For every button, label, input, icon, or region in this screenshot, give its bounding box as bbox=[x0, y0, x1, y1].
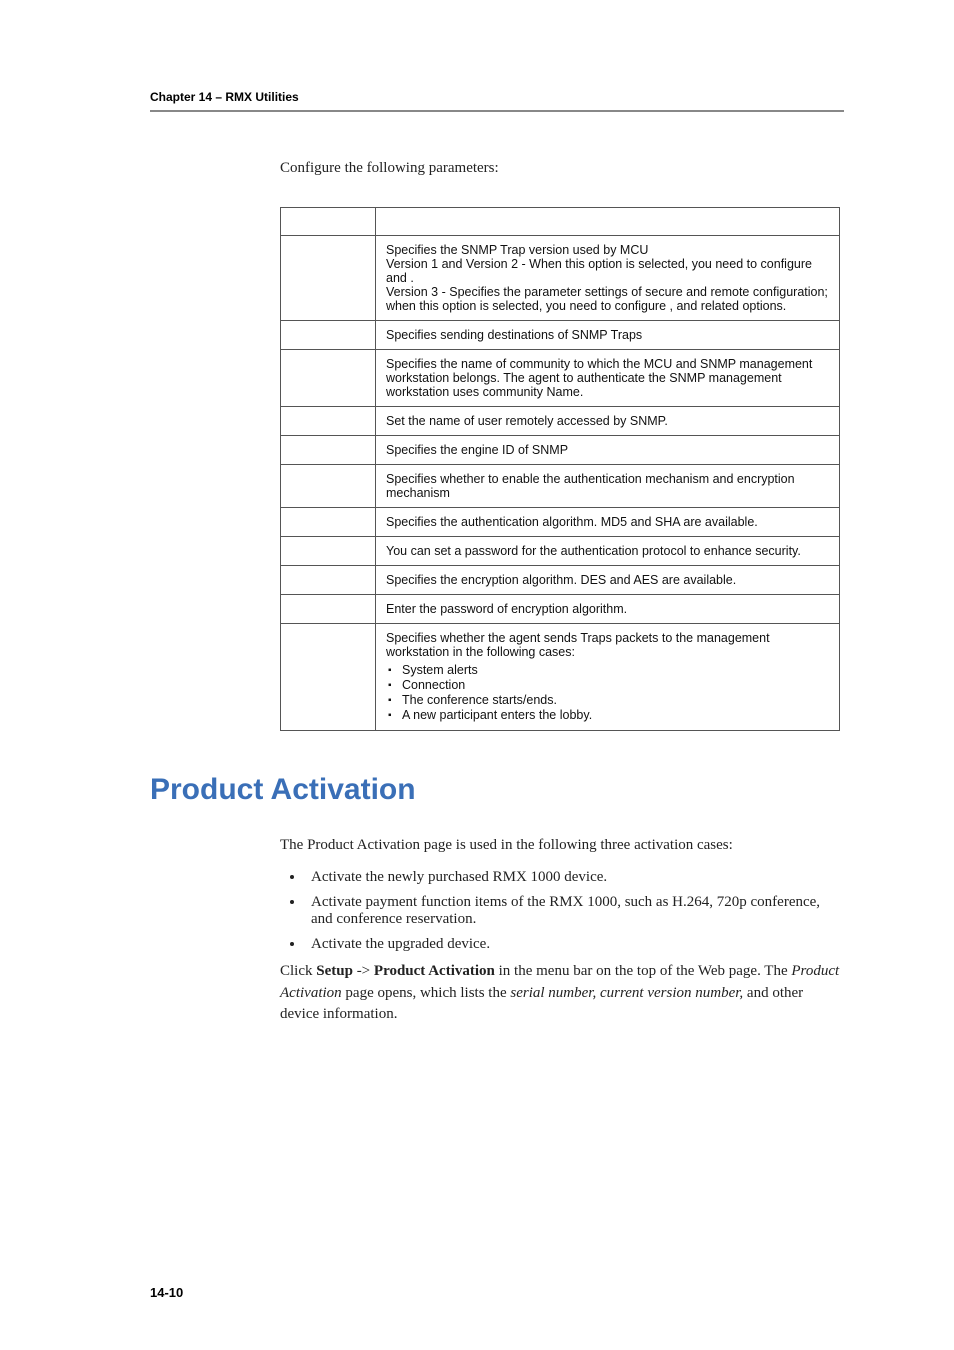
intro-text: Configure the following parameters: bbox=[280, 160, 844, 177]
table-cell-desc: Set the name of user remotely accessed b… bbox=[376, 407, 840, 436]
top-rule bbox=[150, 110, 844, 112]
section-heading: Product Activation bbox=[150, 773, 844, 807]
config-table: Specifies the SNMP Trap version used by … bbox=[280, 207, 840, 731]
list-item: Activate the upgraded device. bbox=[305, 936, 844, 953]
table-cell-desc: Enter the password of encryption algorit… bbox=[376, 595, 840, 624]
table-header-desc bbox=[376, 208, 840, 236]
table-header-row bbox=[281, 208, 840, 236]
table-row: Specifies whether to enable the authenti… bbox=[281, 465, 840, 508]
activation-instructions: Click Setup -> Product Activation in the… bbox=[280, 961, 844, 1026]
table-cell-field bbox=[281, 624, 376, 731]
table-cell-field bbox=[281, 465, 376, 508]
activation-intro: The Product Activation page is used in t… bbox=[280, 835, 844, 857]
table-cell-desc: Specifies the name of community to which… bbox=[376, 350, 840, 407]
table-cell-field bbox=[281, 537, 376, 566]
table-cell-desc: Specifies the encryption algorithm. DES … bbox=[376, 566, 840, 595]
table-body: Specifies the SNMP Trap version used by … bbox=[281, 236, 840, 731]
table-cell-desc: You can set a password for the authentic… bbox=[376, 537, 840, 566]
list-item: Activate payment function items of the R… bbox=[305, 894, 844, 928]
table-cell-desc: Specifies the authentication algorithm. … bbox=[376, 508, 840, 537]
table-row: Specifies the authentication algorithm. … bbox=[281, 508, 840, 537]
table-row: Specifies the SNMP Trap version used by … bbox=[281, 236, 840, 321]
table-row: Specifies whether the agent sends Traps … bbox=[281, 624, 840, 731]
table-cell-desc: Specifies the engine ID of SNMP bbox=[376, 436, 840, 465]
table-cell-field bbox=[281, 350, 376, 407]
table-row: Specifies the encryption algorithm. DES … bbox=[281, 566, 840, 595]
table-cell-field bbox=[281, 436, 376, 465]
table-row: Specifies sending destinations of SNMP T… bbox=[281, 321, 840, 350]
table-cell-field bbox=[281, 508, 376, 537]
table-cell-desc: Specifies the SNMP Trap version used by … bbox=[376, 236, 840, 321]
table-cell-field bbox=[281, 407, 376, 436]
page-number: 14-10 bbox=[150, 1285, 183, 1300]
table-cell-field bbox=[281, 236, 376, 321]
list-item: Activate the newly purchased RMX 1000 de… bbox=[305, 869, 844, 886]
table-row: Specifies the name of community to which… bbox=[281, 350, 840, 407]
table-row: Set the name of user remotely accessed b… bbox=[281, 407, 840, 436]
table-row: Specifies the engine ID of SNMP bbox=[281, 436, 840, 465]
table-cell-desc: Specifies sending destinations of SNMP T… bbox=[376, 321, 840, 350]
chapter-label: Chapter 14 – RMX Utilities bbox=[150, 90, 844, 104]
table-cell-desc: Specifies whether to enable the authenti… bbox=[376, 465, 840, 508]
table-cell-desc: Specifies whether the agent sends Traps … bbox=[376, 624, 840, 731]
table-row: You can set a password for the authentic… bbox=[281, 537, 840, 566]
table-cell-field bbox=[281, 566, 376, 595]
table-header-field bbox=[281, 208, 376, 236]
table-cell-field bbox=[281, 321, 376, 350]
activation-list: Activate the newly purchased RMX 1000 de… bbox=[305, 869, 844, 953]
table-row: Enter the password of encryption algorit… bbox=[281, 595, 840, 624]
page: Chapter 14 – RMX Utilities Configure the… bbox=[0, 0, 954, 1350]
table-cell-field bbox=[281, 595, 376, 624]
